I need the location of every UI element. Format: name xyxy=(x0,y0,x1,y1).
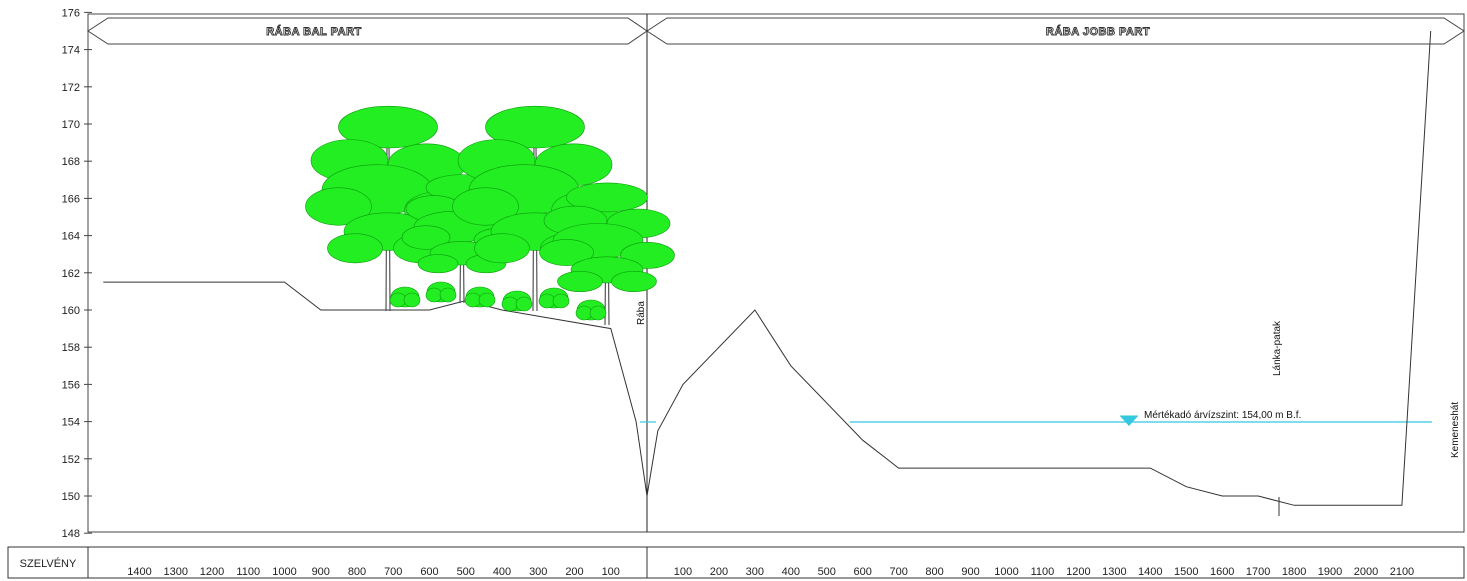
station-label: 200 xyxy=(710,566,728,578)
lanka-patak-label: Lánka-patak xyxy=(1272,320,1283,376)
right-bank-title: RÁBA JOBB PART xyxy=(1046,25,1150,38)
station-label: 300 xyxy=(746,566,764,578)
station-label: 1800 xyxy=(1282,566,1306,578)
y-tick-label: 168 xyxy=(62,156,80,168)
station-label: 1500 xyxy=(1174,566,1198,578)
y-axis: 176 174 172 170 168 166 164 162 160 158 156 154 152 1… xyxy=(62,7,92,540)
raba-label: Rába xyxy=(636,301,647,325)
y-tick-label: 160 xyxy=(62,305,80,317)
station-label: 800 xyxy=(348,566,366,578)
y-tick-label: 158 xyxy=(62,342,80,354)
y-tick-label: 148 xyxy=(62,528,80,540)
y-tick-label: 154 xyxy=(62,417,80,429)
station-label: 1200 xyxy=(200,566,224,578)
y-tick-label: 170 xyxy=(62,119,80,131)
tree-icon xyxy=(539,182,675,326)
y-tick-label: 162 xyxy=(62,268,80,280)
x-axis-ticks: 1400 1300 1200 1100 1000 900 800 700 600 500 400 30… xyxy=(127,566,1414,578)
station-label: 1400 xyxy=(1138,566,1162,578)
station-label: 1300 xyxy=(164,566,188,578)
y-tick-label: 174 xyxy=(62,45,80,57)
bush-icon xyxy=(389,286,421,308)
station-label: 1200 xyxy=(1066,566,1090,578)
station-label: 900 xyxy=(961,566,979,578)
left-bank-profile xyxy=(103,281,648,497)
station-label: 400 xyxy=(782,566,800,578)
station-label: 1100 xyxy=(1031,566,1055,578)
y-tick-label: 172 xyxy=(62,82,80,94)
station-label: 1400 xyxy=(127,566,151,578)
station-label: 600 xyxy=(420,566,438,578)
right-bank-profile xyxy=(646,30,1432,506)
station-label: 100 xyxy=(602,566,620,578)
y-tick-label: 156 xyxy=(62,379,80,391)
bush-icon xyxy=(425,281,457,303)
kemeneshat-label: Kemeneshát xyxy=(1450,402,1461,458)
bush-icon xyxy=(501,290,533,312)
table-border xyxy=(7,546,1465,579)
station-label: 700 xyxy=(384,566,402,578)
right-bank-banner xyxy=(646,17,1465,45)
station-label: 600 xyxy=(854,566,872,578)
station-label: 500 xyxy=(457,566,475,578)
water-level-label: Mértékadó árvízszint: 154,00 m B.f. xyxy=(1144,410,1301,421)
y-tick-label: 176 xyxy=(62,7,80,19)
station-label: 200 xyxy=(565,566,583,578)
station-label: 800 xyxy=(925,566,943,578)
station-label: 500 xyxy=(818,566,836,578)
table-row-label: SZELVÉNY xyxy=(20,557,77,570)
station-label: 1600 xyxy=(1210,566,1234,578)
bush-icon xyxy=(575,299,607,321)
station-label: 400 xyxy=(493,566,511,578)
plot-frame xyxy=(87,13,1465,533)
trees-illustration xyxy=(305,105,675,326)
water-level-marker-icon xyxy=(1120,416,1138,426)
y-tick-label: 166 xyxy=(62,193,80,205)
left-bank-title: RÁBA BAL PART xyxy=(266,25,362,38)
station-label: 100 xyxy=(674,566,692,578)
station-label: 300 xyxy=(529,566,547,578)
flood-level: Mértékadó árvízszint: 154,00 m B.f. xyxy=(640,410,1432,426)
station-label: 1000 xyxy=(272,566,296,578)
station-label: 900 xyxy=(312,566,330,578)
station-label: 1000 xyxy=(994,566,1018,578)
station-label: 700 xyxy=(889,566,907,578)
y-tick-label: 150 xyxy=(62,491,80,503)
station-label: 1900 xyxy=(1318,566,1342,578)
left-bank-banner xyxy=(87,17,648,45)
station-label: 2000 xyxy=(1354,566,1378,578)
station-label: 1100 xyxy=(236,566,260,578)
y-tick-label: 152 xyxy=(62,454,80,466)
bush-icon xyxy=(464,286,496,308)
station-label: 1700 xyxy=(1246,566,1270,578)
station-label: 2100 xyxy=(1390,566,1414,578)
station-label: 1300 xyxy=(1102,566,1126,578)
bush-icon xyxy=(538,287,570,309)
y-tick-label: 164 xyxy=(62,231,80,243)
station-table: SZELVÉNY 1400 1300 1200 1100 1000 900 800 700 60… xyxy=(7,546,1465,579)
